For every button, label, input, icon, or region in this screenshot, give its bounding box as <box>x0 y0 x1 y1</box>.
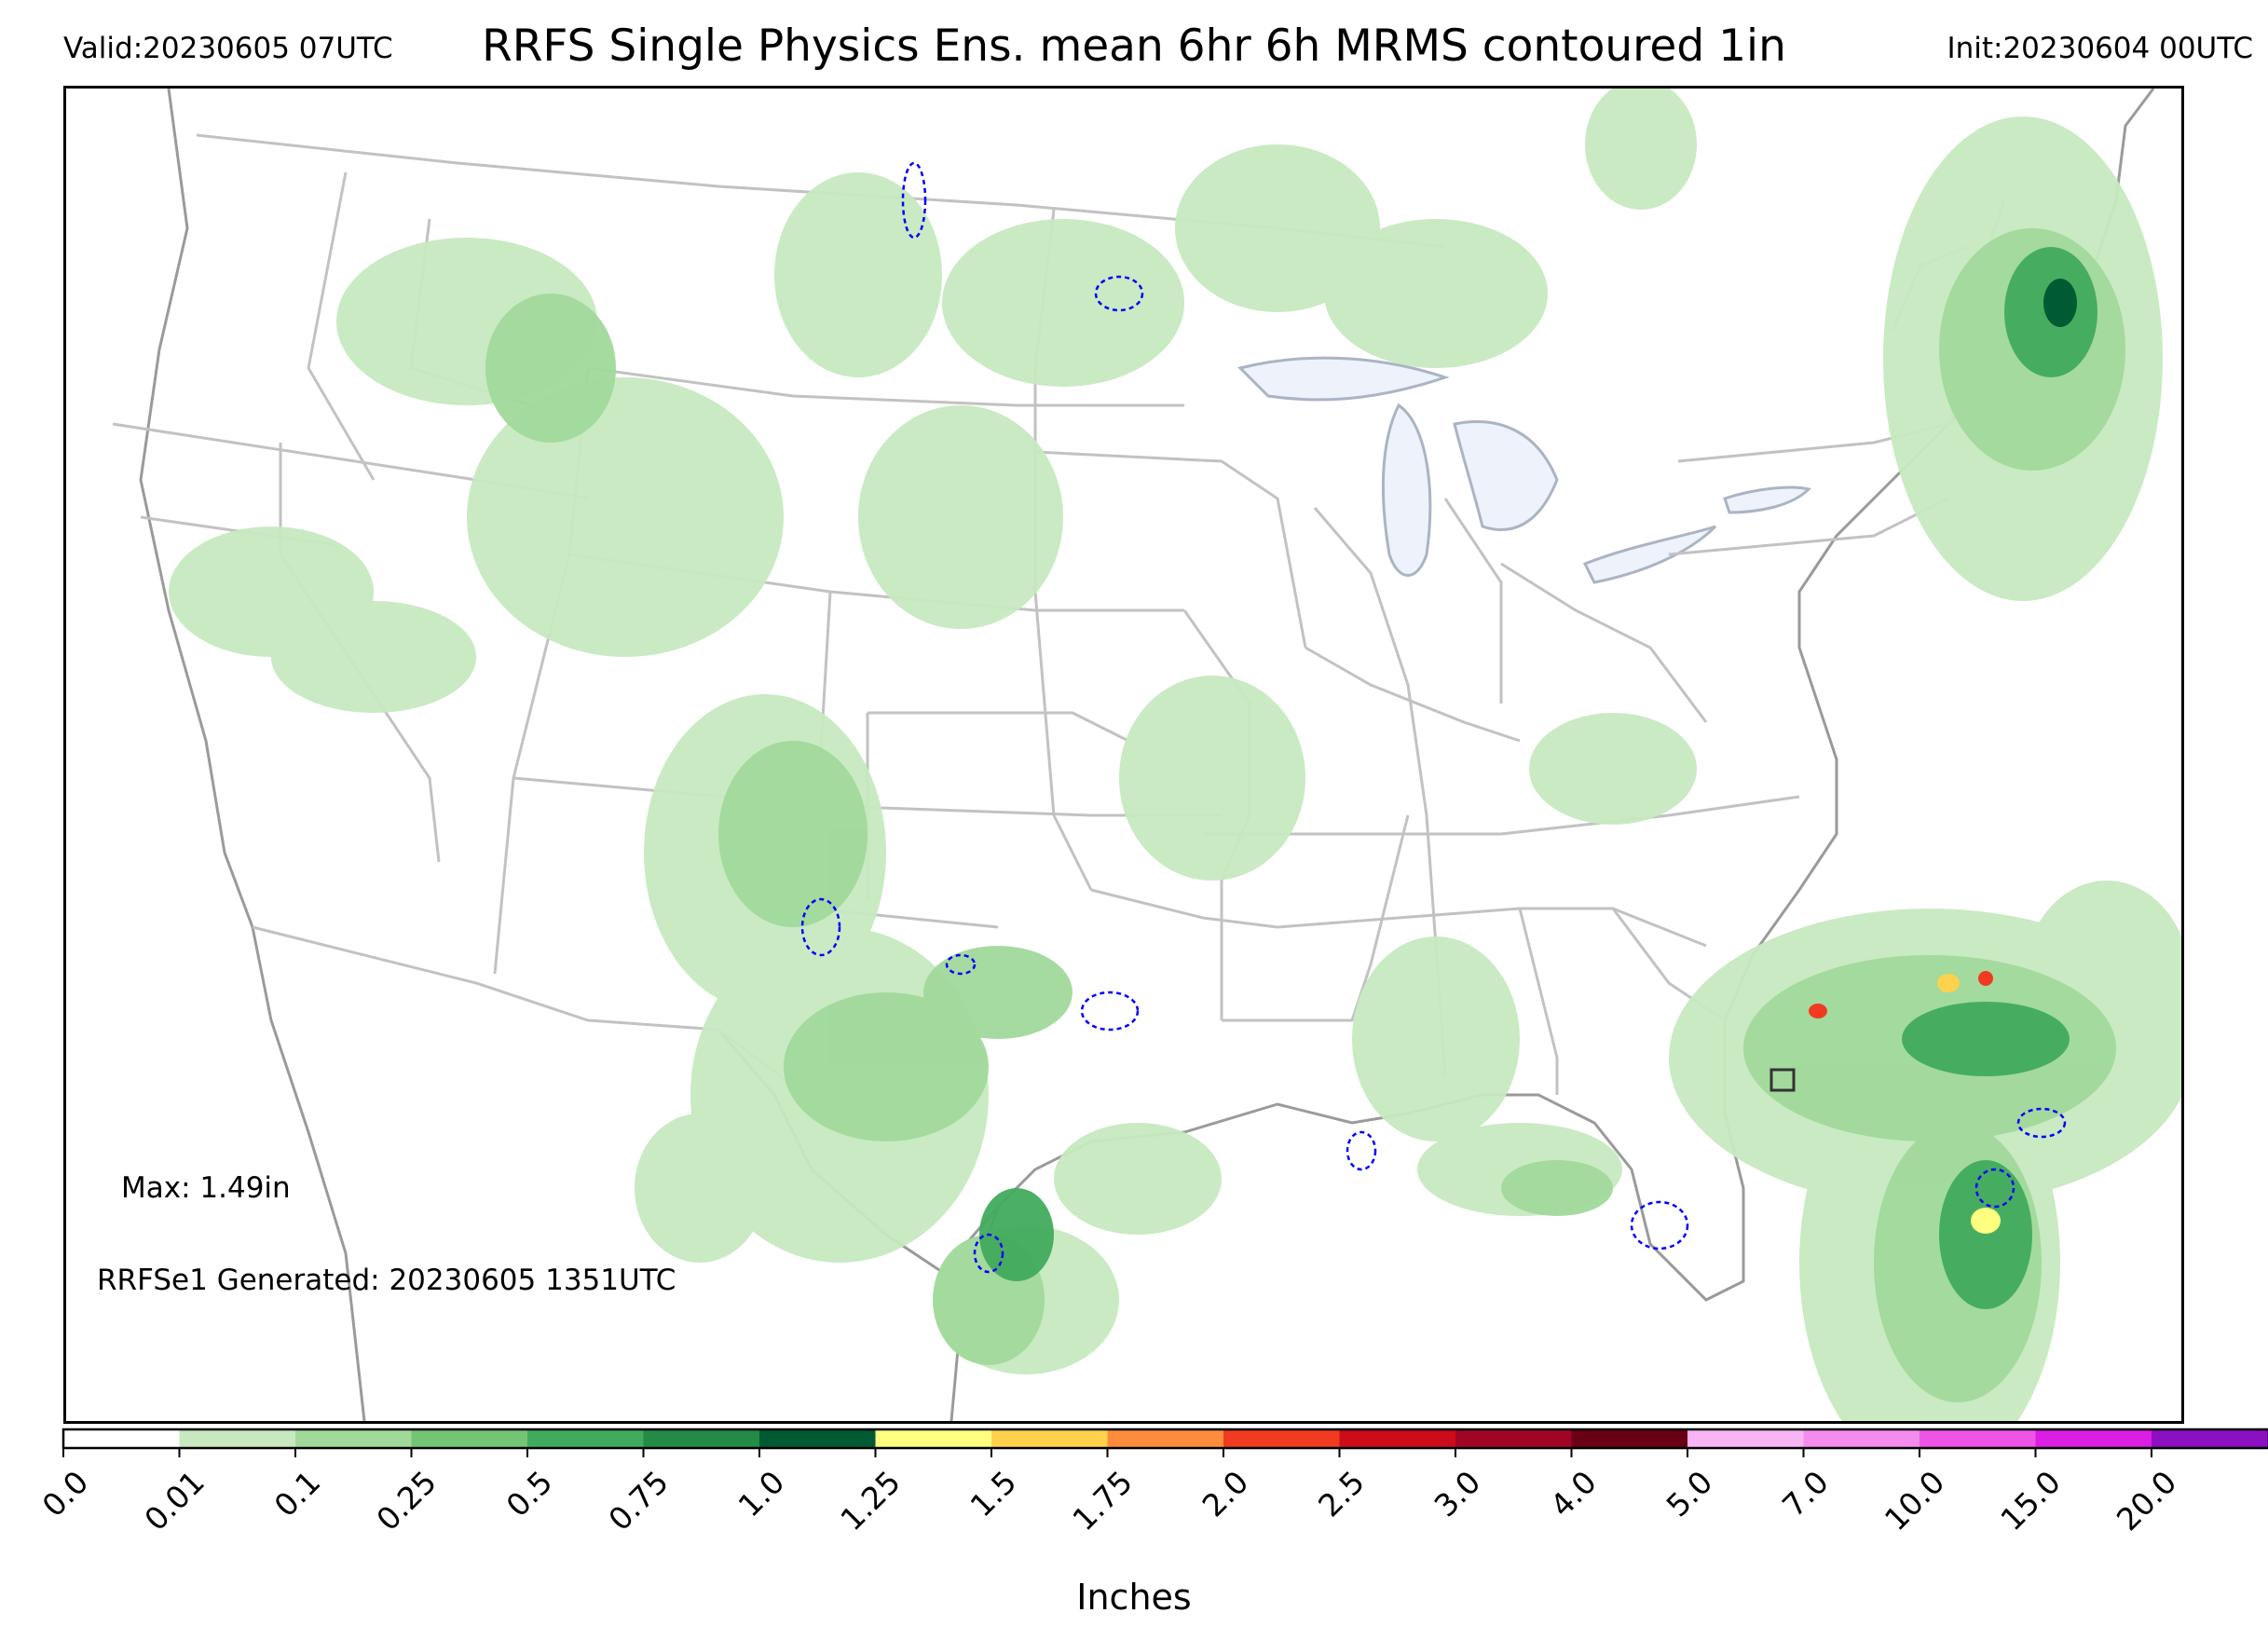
precip-heavy <box>979 247 2097 1309</box>
colorbar-swatch <box>2152 1429 2268 1448</box>
precip-maximum <box>1809 279 2077 1234</box>
colorbar-tick-label: 0.1 <box>267 1464 328 1524</box>
colorbar-tick-label: 1.0 <box>731 1464 792 1524</box>
gulf-coast <box>717 1029 1745 1302</box>
colorbar-tick-label: 7.0 <box>1775 1464 1836 1524</box>
colorbar-tick-label: 0.01 <box>137 1464 212 1538</box>
colorbar-swatch <box>875 1429 992 1448</box>
colorbar-tick-label: 0.75 <box>601 1464 676 1538</box>
generated-label: RRFSe1 Generated: 20230605 1351UTC <box>97 1264 676 1297</box>
colorbar-tick-label: 1.5 <box>963 1464 1024 1524</box>
mrms-1in-contours <box>800 161 2067 1274</box>
colorbar-tick-label: 0.0 <box>35 1464 96 1524</box>
lake-erie <box>1582 525 1717 584</box>
colorbar-swatch <box>1571 1429 1688 1448</box>
map-panel <box>63 86 2184 1424</box>
colorbar-tick-label: 20.0 <box>2110 1464 2184 1538</box>
lake-huron <box>1453 420 1559 531</box>
colorbar-tick-label: 3.0 <box>1428 1464 1488 1524</box>
colorbar-swatch <box>295 1429 413 1448</box>
colorbar-swatch <box>1687 1429 1805 1448</box>
colorbar-swatch <box>63 1429 181 1448</box>
colorbar-swatch <box>2035 1429 2152 1448</box>
colorbar-tick-label: 0.5 <box>499 1464 560 1524</box>
colorbar-swatch <box>1107 1429 1224 1448</box>
colorbar-tick-label: 15.0 <box>1993 1464 2068 1538</box>
colorbar: 0.0 0.01 0.1 0.25 0.5 0.75 1.0 1.25 1.5 1.75 2.0 2.… <box>35 1428 2268 1538</box>
colorbar-tick-label: 1.25 <box>833 1464 908 1538</box>
lakes <box>1237 356 1811 584</box>
west-coast <box>139 89 366 1421</box>
colorbar-tick-label: 4.0 <box>1543 1464 1604 1524</box>
colorbar-swatch <box>1339 1429 1456 1448</box>
colorbar-tick-label: 2.0 <box>1195 1464 1256 1524</box>
lake-superior <box>1237 356 1450 402</box>
colorbar-swatch <box>643 1429 760 1448</box>
colorbar-swatch <box>179 1429 296 1448</box>
colorbar-swatch <box>759 1429 877 1448</box>
colorbar-tick-label: 2.5 <box>1311 1464 1372 1524</box>
colorbar-tick-label: 0.25 <box>369 1464 444 1538</box>
colorbar-swatch <box>1223 1429 1341 1448</box>
colorbar-frame <box>61 1428 2268 1450</box>
colorbar-swatch <box>527 1429 645 1448</box>
colorbar-label: Inches <box>1076 1577 1192 1618</box>
colorbar-swatch <box>1920 1429 2037 1448</box>
max-value-label: Max: 1.49in <box>121 1171 291 1205</box>
lake-michigan <box>1381 403 1432 577</box>
colorbar-swatch <box>1803 1429 1920 1448</box>
colorbar-swatch <box>411 1429 528 1448</box>
map-title: RRFS Single Physics Ens. mean 6hr 6h MRM… <box>482 20 1786 72</box>
colorbar-tick-label: 1.75 <box>1065 1464 1140 1538</box>
colorbar-tick-label: 10.0 <box>1878 1464 1952 1538</box>
init-time: Init:20230604 00UTC <box>1947 32 2253 65</box>
valid-time: Valid:20230605 07UTC <box>63 32 393 65</box>
colorbar-swatch <box>991 1429 1109 1448</box>
colorbar-swatch <box>1455 1429 1573 1448</box>
colorbar-tick-label: 5.0 <box>1660 1464 1720 1524</box>
lake-ontario <box>1723 485 1811 514</box>
precip-map <box>112 89 2181 1421</box>
